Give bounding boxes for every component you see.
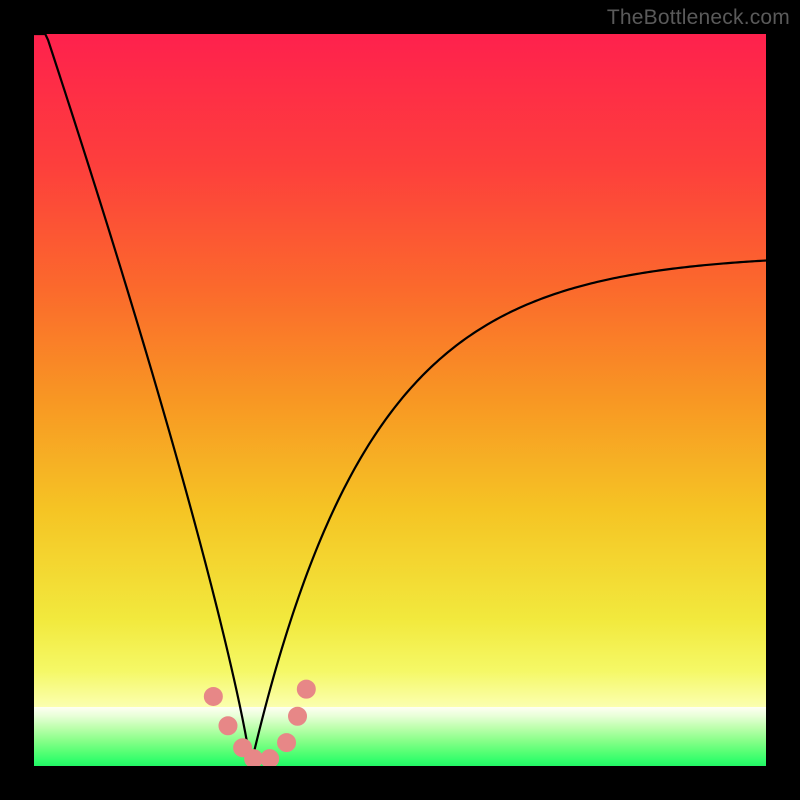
chart-svg: [34, 34, 766, 766]
marker-point: [297, 680, 315, 698]
marker-group: [204, 680, 315, 766]
marker-point: [278, 734, 296, 752]
watermark-text: TheBottleneck.com: [607, 6, 790, 30]
marker-point: [204, 687, 222, 705]
marker-point: [219, 717, 237, 735]
marker-point: [245, 750, 263, 766]
chart-container: TheBottleneck.com: [0, 0, 800, 800]
marker-point: [289, 707, 307, 725]
bottleneck-curve: [34, 34, 766, 766]
plot-area: [34, 34, 766, 766]
marker-point: [261, 750, 279, 766]
